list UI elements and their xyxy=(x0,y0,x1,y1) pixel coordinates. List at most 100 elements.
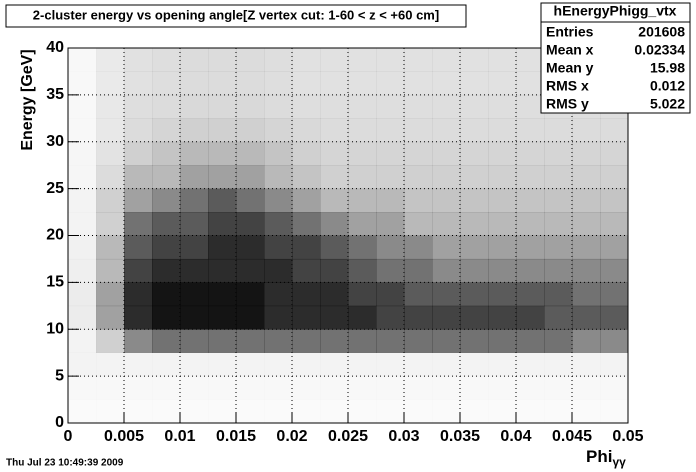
stats-label: Entries xyxy=(546,24,594,40)
density-cell xyxy=(572,329,601,353)
density-cell xyxy=(236,352,265,377)
density-cell xyxy=(152,258,181,283)
y-tick-label: 40 xyxy=(46,39,64,56)
density-cell xyxy=(264,352,293,377)
density-cell xyxy=(236,48,265,72)
density-cell xyxy=(68,212,97,236)
density-cell xyxy=(208,352,237,377)
density-cell xyxy=(348,71,377,96)
density-cell xyxy=(152,400,180,424)
density-cell xyxy=(404,118,433,143)
density-cell xyxy=(68,95,96,119)
density-cell xyxy=(348,352,377,377)
density-cell xyxy=(96,94,125,119)
density-cell xyxy=(68,376,96,400)
density-cell xyxy=(292,282,321,307)
y-tick-label: 20 xyxy=(46,227,64,244)
density-cell xyxy=(180,141,209,166)
density-cell xyxy=(292,188,321,213)
density-cell xyxy=(96,71,125,96)
density-cell xyxy=(208,235,237,260)
density-cell xyxy=(292,212,321,236)
density-cell xyxy=(488,376,516,400)
density-cell xyxy=(68,400,96,424)
density-cell xyxy=(404,141,433,166)
density-cell xyxy=(152,212,181,236)
density-cell xyxy=(600,258,629,283)
density-cell xyxy=(544,329,573,353)
density-cell xyxy=(460,212,489,236)
density-cell xyxy=(68,118,96,142)
density-cell xyxy=(600,118,629,143)
density-cell xyxy=(348,118,377,143)
density-cell xyxy=(96,118,125,143)
density-cell xyxy=(320,141,349,166)
density-cell xyxy=(432,352,461,377)
density-cell xyxy=(96,212,125,236)
density-cell xyxy=(432,400,460,424)
density-cell xyxy=(376,235,405,260)
density-cell xyxy=(236,71,265,96)
density-cell xyxy=(68,235,97,260)
density-cell xyxy=(96,352,125,377)
x-tick-label: 0.045 xyxy=(552,428,592,445)
density-cell xyxy=(544,212,573,236)
density-cell xyxy=(124,94,153,119)
density-cell xyxy=(348,400,376,424)
y-tick-label: 0 xyxy=(55,414,64,431)
density-cell xyxy=(460,188,489,213)
density-cell xyxy=(432,258,461,283)
density-cell xyxy=(516,305,545,330)
density-cell xyxy=(264,258,293,283)
density-cell xyxy=(124,258,153,283)
density-cell xyxy=(320,305,349,330)
density-cell xyxy=(208,400,236,424)
density-cell xyxy=(180,329,209,353)
density-cell xyxy=(544,118,573,143)
density-cell xyxy=(236,329,265,353)
stats-value: 15.98 xyxy=(650,60,685,76)
density-cell xyxy=(320,212,349,236)
density-cell xyxy=(68,71,96,95)
density-cell xyxy=(460,305,489,330)
density-cell xyxy=(488,188,517,213)
density-cell xyxy=(124,282,153,307)
density-cell xyxy=(348,94,377,119)
density-cell xyxy=(600,376,628,400)
density-cell xyxy=(488,400,516,424)
density-cell xyxy=(376,118,405,143)
density-cell xyxy=(124,48,153,72)
density-cell xyxy=(208,376,236,400)
density-cell xyxy=(152,71,181,96)
density-cell xyxy=(348,48,377,72)
stats-title: hEnergyPhigg_vtx xyxy=(554,3,677,19)
density-cell xyxy=(544,235,573,260)
density-cell xyxy=(180,118,209,143)
density-cell xyxy=(544,282,573,307)
density-cell xyxy=(376,188,405,213)
density-cell xyxy=(208,305,237,330)
y-tick-label: 5 xyxy=(55,367,64,384)
density-cell xyxy=(292,71,321,96)
density-cell xyxy=(516,400,544,424)
density-cell xyxy=(460,48,489,72)
density-cell xyxy=(292,141,321,166)
density-cell xyxy=(404,212,433,236)
density-cell xyxy=(320,282,349,307)
density-cell xyxy=(320,258,349,283)
x-tick-label: 0.04 xyxy=(500,428,531,445)
density-cell xyxy=(180,235,209,260)
density-cell xyxy=(488,282,517,307)
density-cell xyxy=(264,165,293,189)
density-cell xyxy=(516,235,545,260)
density-cell xyxy=(180,305,209,330)
density-cell xyxy=(180,94,209,119)
density-cell xyxy=(488,305,517,330)
density-cell xyxy=(572,282,601,307)
density-cell xyxy=(516,94,545,119)
density-cell xyxy=(488,71,517,96)
density-cell xyxy=(544,141,573,166)
density-cell xyxy=(208,282,237,307)
density-cell xyxy=(96,188,125,213)
density-cell xyxy=(152,118,181,143)
